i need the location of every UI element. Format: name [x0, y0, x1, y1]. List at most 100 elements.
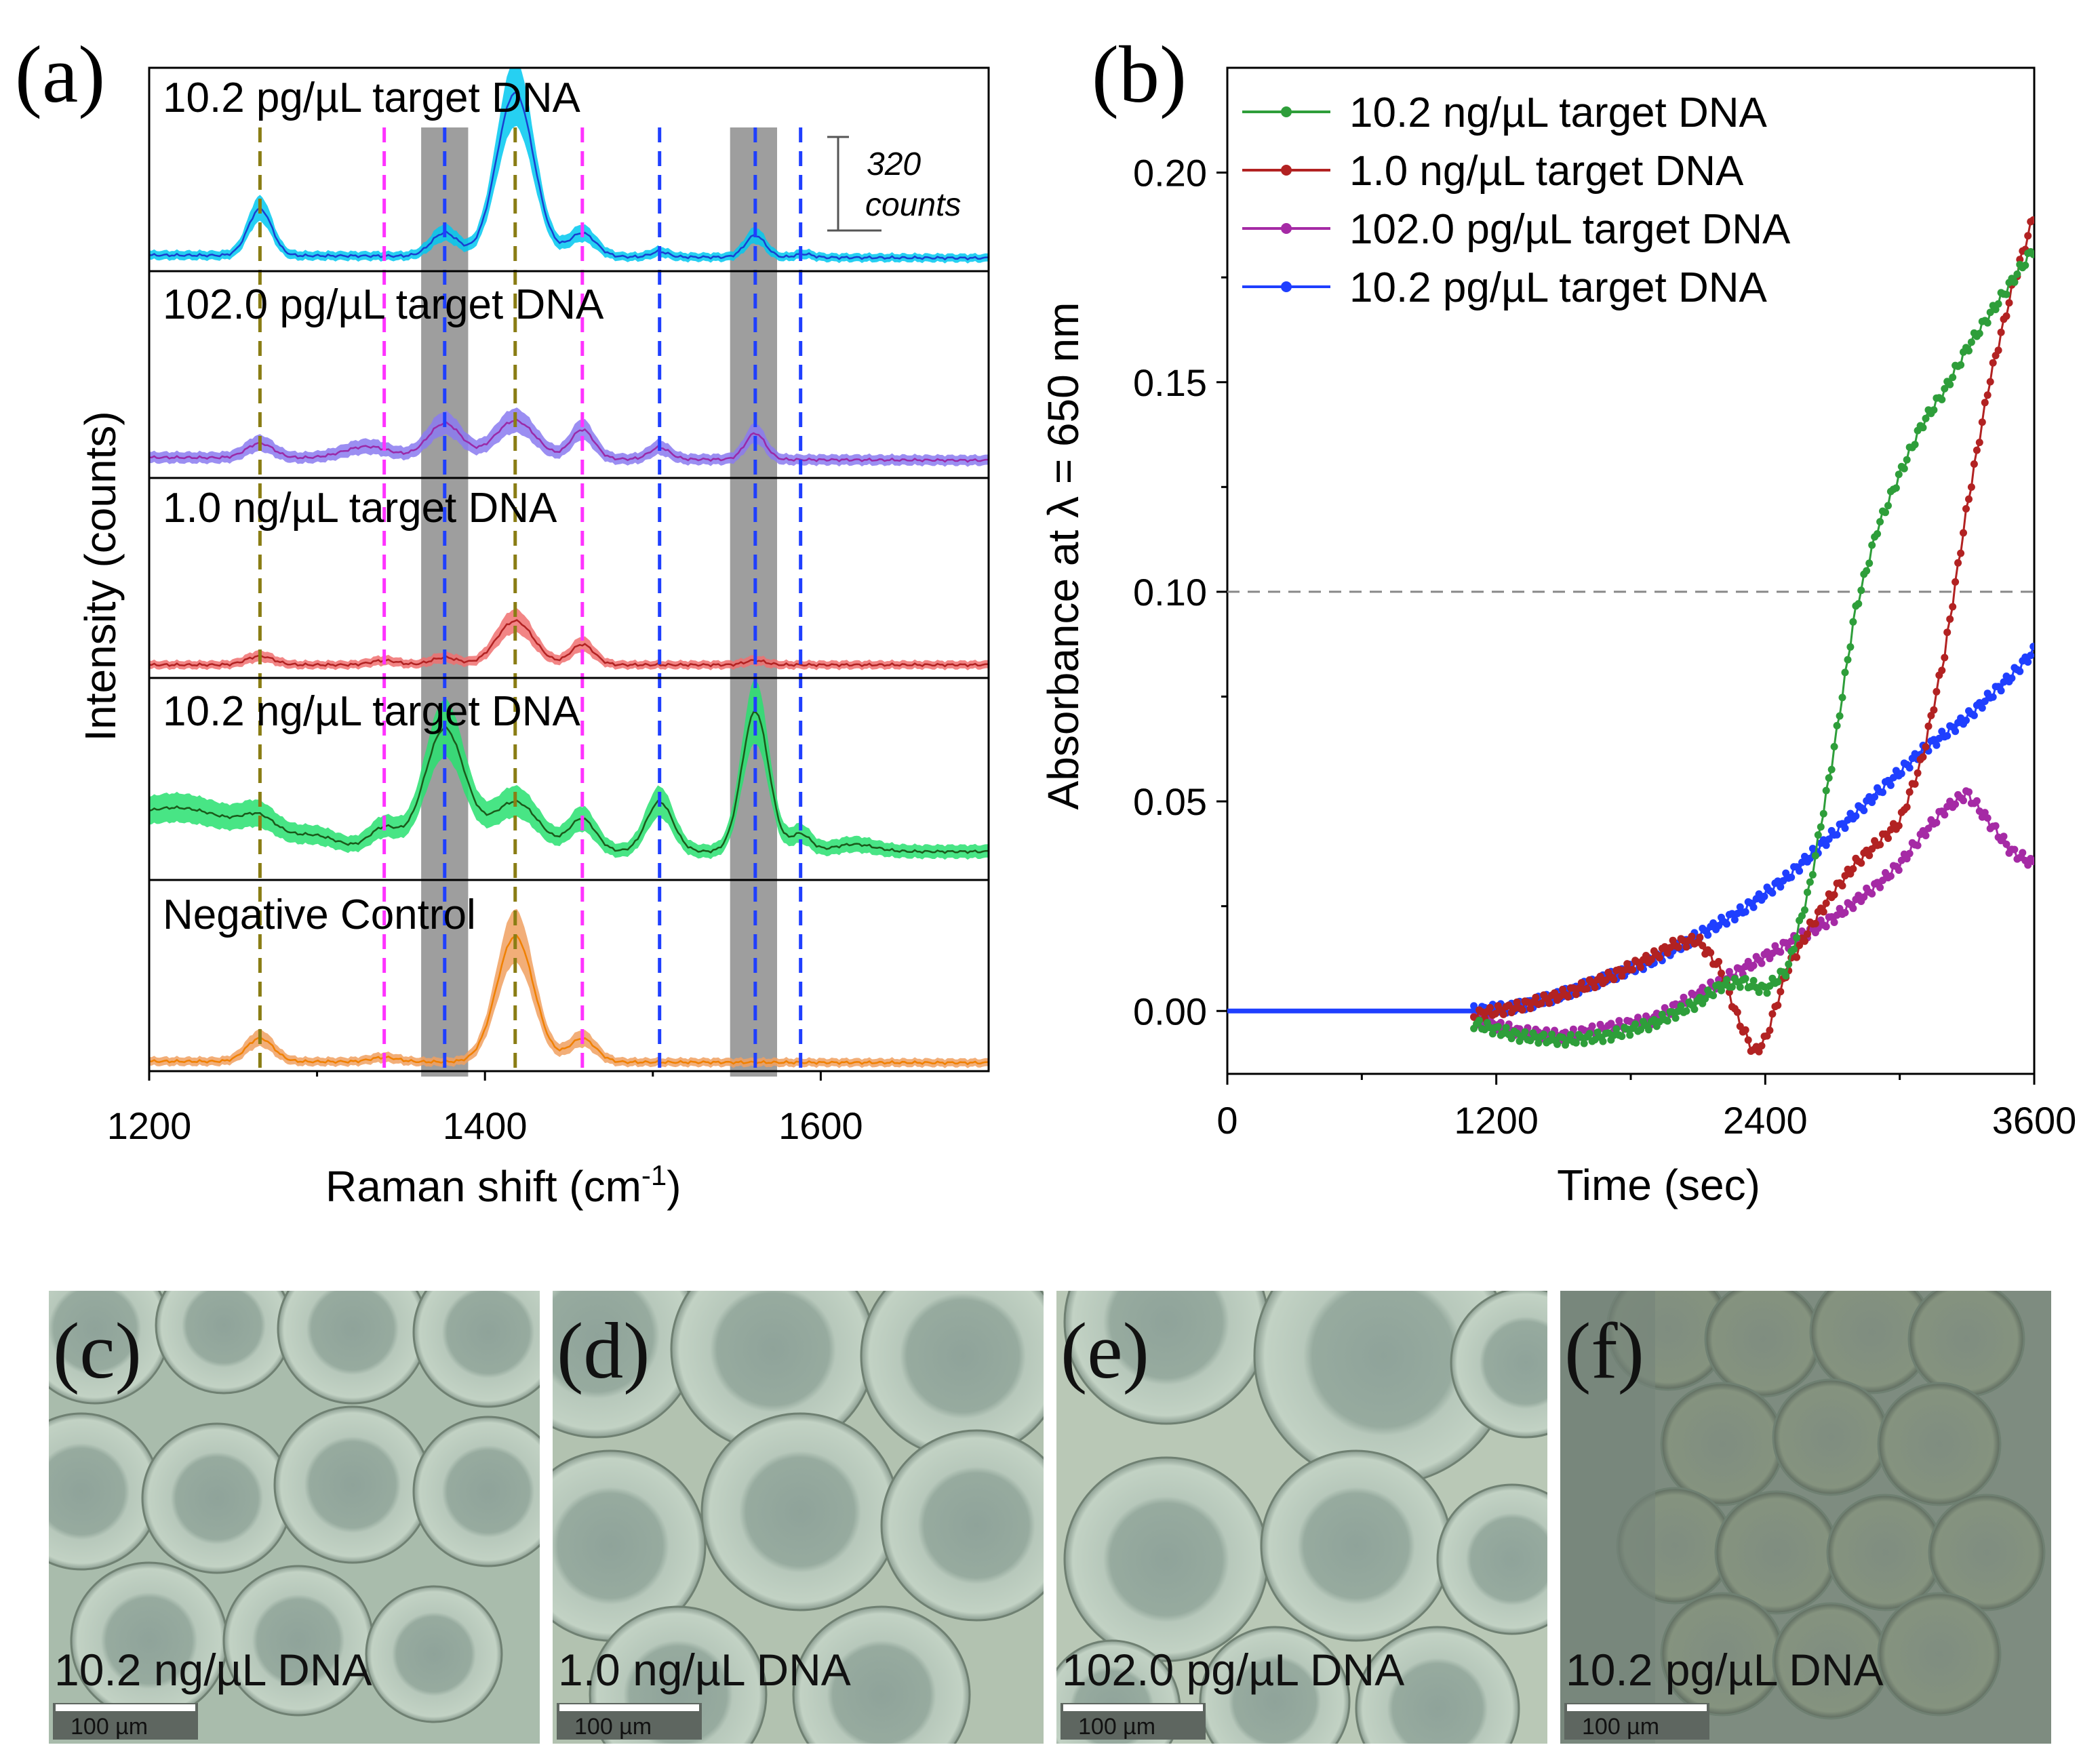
data-point: [2029, 858, 2034, 866]
data-point: [1819, 809, 1827, 818]
absorbance-curves: [1227, 216, 2034, 1056]
data-point: [1830, 891, 1838, 899]
data-point: [1911, 750, 1919, 758]
series-labels: 10.2 pg/µL target DNA 102.0 pg/µL target …: [163, 75, 604, 938]
data-point: [1838, 882, 1846, 889]
scale-bar-label: 100 µm: [71, 1714, 148, 1740]
data-point: [1846, 643, 1855, 651]
data-point: [1933, 741, 1941, 749]
data-point: [1924, 824, 1933, 833]
data-point: [1903, 456, 1911, 464]
scale-bar-unit: counts: [865, 187, 961, 223]
data-point: [1707, 948, 1715, 957]
micrographs: (c) 10.2 ng/µL DNA 100 µm (d) 1.0 ng/µL DNA 1…: [49, 1291, 2051, 1744]
data-point: [1470, 1002, 1478, 1010]
data-point: [1744, 1036, 1752, 1044]
data-point: [1841, 668, 1849, 677]
data-point: [1941, 384, 1949, 393]
curve-line: [1473, 250, 2034, 1047]
curve-2: [1470, 216, 2034, 1056]
data-point: [1841, 908, 1849, 917]
data-point: [1585, 1030, 1593, 1038]
data-point: [1833, 830, 1841, 839]
series-label-2: 102.0 pg/µL target DNA: [163, 281, 604, 328]
data-point: [1938, 395, 1946, 403]
data-point: [1682, 1007, 1690, 1015]
panel-b: (b) 0 1200 2400 3600 0.00 0.05 0.10 0.15 0.20 10…: [1039, 29, 2076, 1209]
data-point: [2029, 250, 2034, 258]
droplet: [412, 1291, 540, 1408]
data-point: [1551, 989, 1559, 997]
data-point: [1777, 988, 1785, 996]
data-point: [1801, 937, 1808, 945]
data-point: [1868, 845, 1876, 853]
data-point: [1513, 998, 1521, 1006]
micrograph-letter: (c): [53, 1306, 142, 1395]
droplet: [1877, 1592, 2002, 1717]
data-point: [1841, 824, 1849, 833]
data-point: [1822, 786, 1830, 795]
data-point: [1715, 922, 1723, 929]
data-point: [1486, 1003, 1494, 1011]
data-point: [1637, 963, 1644, 971]
x-tick-label: 2400: [1723, 1099, 1808, 1142]
droplet: [1199, 1626, 1351, 1744]
data-point: [1857, 859, 1865, 867]
data-point: [1785, 960, 1793, 968]
x-axis: 1200 1400 1600: [107, 1071, 863, 1147]
axes: 0 1200 2400 3600 0.00 0.05 0.10 0.15 0.20: [1133, 152, 2076, 1142]
data-point: [1680, 937, 1688, 945]
data-point: [1804, 888, 1811, 896]
y-tick-label: 0.10: [1133, 571, 1207, 614]
data-point: [1644, 1026, 1652, 1034]
data-point: [1532, 993, 1540, 1001]
data-point: [1825, 835, 1833, 843]
data-point: [1989, 359, 1997, 367]
data-point: [1545, 999, 1553, 1007]
data-point: [1806, 878, 1814, 886]
data-point: [1758, 1042, 1766, 1050]
data-point: [1507, 1035, 1515, 1043]
data-point: [1983, 391, 1992, 399]
droplet: [412, 1416, 540, 1567]
scale-bar-value: 320: [867, 146, 921, 182]
data-point: [1886, 826, 1895, 834]
data-point: [1886, 872, 1895, 880]
droplet: [141, 1422, 293, 1574]
data-point: [1730, 916, 1739, 924]
data-point: [1836, 904, 1844, 913]
data-point: [1914, 841, 1922, 849]
data-point: [1965, 788, 1973, 796]
curve-line: [1473, 646, 2034, 1018]
data-point: [1833, 721, 1841, 729]
legend-item-4: 10.2 pg/µL target DNA: [1242, 264, 1768, 311]
data-point: [2005, 299, 2013, 307]
data-point: [1798, 858, 1806, 866]
data-point: [1663, 1017, 1671, 1025]
data-point: [1540, 1030, 1548, 1039]
legend: 10.2 ng/µL target DNA 1.0 ng/µL target DN…: [1242, 89, 1791, 311]
data-point: [1505, 1001, 1513, 1009]
data-point: [2002, 312, 2010, 320]
data-point: [1572, 1039, 1580, 1047]
data-point: [1954, 559, 1962, 567]
data-point: [1715, 958, 1723, 965]
data-point: [2019, 849, 2027, 857]
droplet: [365, 1585, 503, 1723]
data-point: [1911, 441, 1919, 449]
data-point: [1860, 893, 1868, 901]
data-point: [1755, 1047, 1763, 1056]
micrograph-f: (f) 10.2 pg/µL DNA 100 µm: [1560, 1291, 2051, 1744]
data-point: [1661, 943, 1669, 951]
data-point: [1577, 979, 1585, 987]
y-tick-label: 0.00: [1133, 990, 1207, 1033]
data-point: [1718, 986, 1725, 995]
data-point: [1941, 811, 1949, 819]
data-point: [1741, 975, 1749, 982]
data-point: [1838, 694, 1846, 702]
data-point: [1952, 800, 1960, 808]
series-label-4: 10.2 ng/µL target DNA: [163, 688, 581, 735]
data-point: [1777, 883, 1785, 891]
data-point: [1943, 628, 1952, 637]
data-point: [1615, 965, 1623, 974]
